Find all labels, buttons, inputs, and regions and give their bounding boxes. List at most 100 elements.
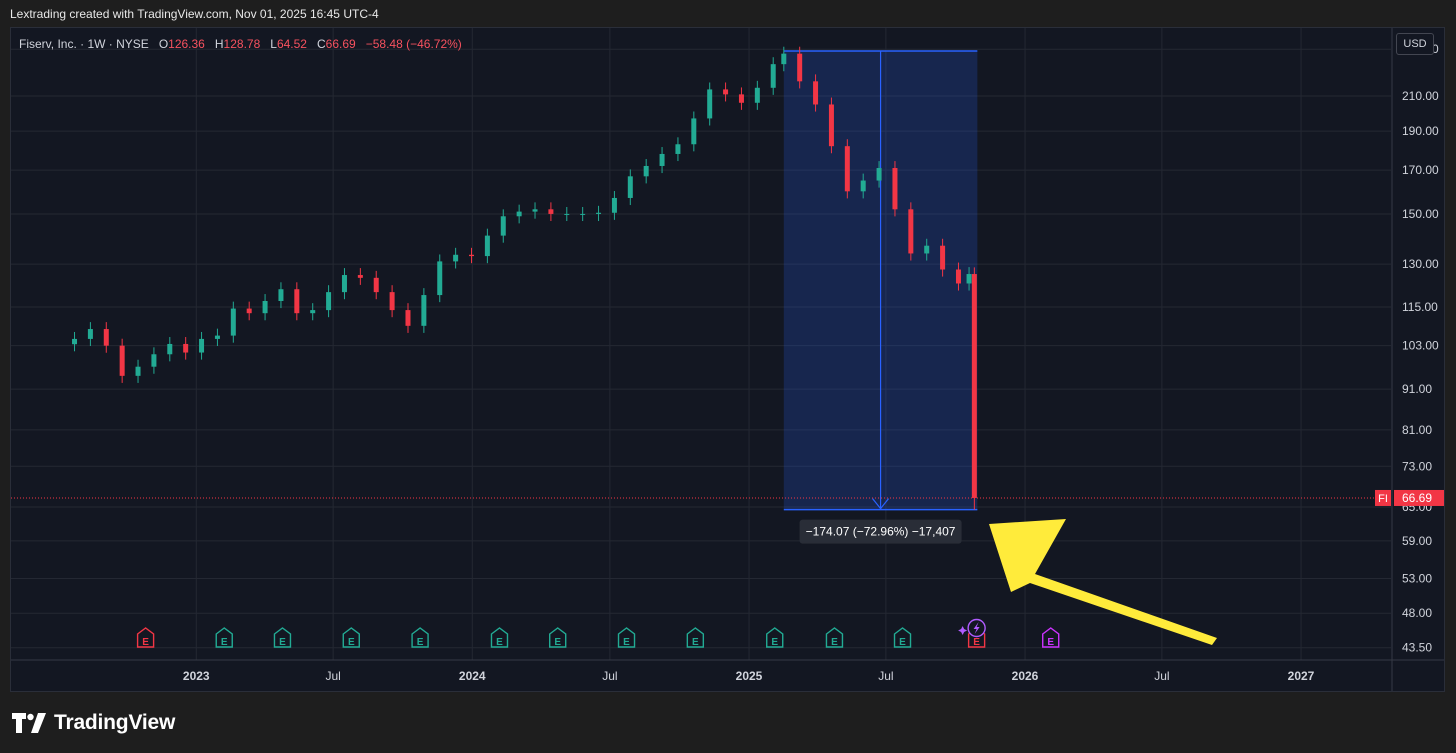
legend-open-label: O xyxy=(158,37,169,51)
candle-body xyxy=(199,338,205,353)
candle-body xyxy=(469,254,475,257)
candle-body xyxy=(876,168,882,181)
candle-body xyxy=(437,261,443,296)
earnings-marker-shape xyxy=(1042,627,1060,648)
earnings-marker-glyph: E xyxy=(771,637,778,648)
candle xyxy=(611,191,617,220)
candle xyxy=(310,303,316,321)
earnings-marker-glyph: E xyxy=(496,637,503,648)
candle xyxy=(230,301,236,343)
candle xyxy=(876,161,882,188)
candle-body xyxy=(675,144,681,154)
candle xyxy=(564,206,570,222)
earnings-marker-icon: E xyxy=(1042,627,1060,648)
price-tick-label: 91.00 xyxy=(1402,382,1432,396)
candle-body xyxy=(341,275,347,293)
last-price-tag: FI 66.69 xyxy=(1375,489,1444,506)
chart-frame[interactable]: 240.00210.00190.00170.00150.00130.00115.… xyxy=(10,27,1445,692)
candle-body xyxy=(781,53,787,65)
earnings-marker-shape xyxy=(136,627,155,648)
earnings-marker-glyph: E xyxy=(348,637,355,648)
time-tick-label: 2027 xyxy=(1288,669,1315,683)
candle xyxy=(357,268,363,285)
candle xyxy=(119,338,125,383)
candle xyxy=(940,238,946,277)
candle-body xyxy=(924,245,930,254)
candle xyxy=(135,359,141,383)
earnings-marker-shape xyxy=(825,627,844,648)
candle xyxy=(532,202,538,219)
earnings-marker-glyph: E xyxy=(831,637,838,648)
legend-low-label: L xyxy=(270,37,277,51)
currency-button[interactable]: USD xyxy=(1396,33,1434,55)
earnings-marker-glyph: E xyxy=(623,637,630,648)
candle-body xyxy=(966,274,972,284)
candle-body xyxy=(770,64,776,88)
candle-body xyxy=(955,269,961,284)
candle xyxy=(596,205,602,222)
price-tick-label: 59.00 xyxy=(1402,534,1432,548)
price-chart[interactable]: 240.00210.00190.00170.00150.00130.00115.… xyxy=(11,28,1445,692)
tradingview-wordmark: TradingView xyxy=(54,711,176,734)
earnings-marker-shape xyxy=(215,627,233,648)
candle-body xyxy=(564,213,570,215)
earnings-marker-icon: E xyxy=(136,627,155,648)
candle-body xyxy=(230,308,236,336)
candle xyxy=(955,262,961,291)
sparkle-glyph xyxy=(958,626,968,635)
candle-body xyxy=(813,81,819,105)
measure-arrow-head xyxy=(872,498,890,510)
candle xyxy=(971,267,977,510)
candle xyxy=(828,97,834,154)
candle-body xyxy=(135,366,141,376)
lightning-bolt xyxy=(973,622,980,634)
candle-body xyxy=(167,343,173,355)
legend-low: 64.52 xyxy=(276,37,307,51)
earnings-marker-glyph: E xyxy=(221,637,228,648)
candle-body xyxy=(453,254,459,262)
candle-body xyxy=(326,292,332,311)
legend-change: −58.48 (−46.72%) xyxy=(365,37,462,51)
candle-body xyxy=(908,209,914,254)
earnings-marker-shape xyxy=(617,627,636,648)
candle-body xyxy=(87,329,93,339)
candle xyxy=(580,206,586,222)
candle-body xyxy=(421,295,427,326)
price-tick-label: 210.00 xyxy=(1402,89,1439,103)
candle-body xyxy=(103,329,109,346)
earnings-marker-icon: E xyxy=(686,627,705,648)
time-tick-label: 2024 xyxy=(459,669,486,683)
candle-body xyxy=(278,289,284,302)
candle-body xyxy=(119,345,125,376)
earnings-marker-icon: E xyxy=(825,627,844,648)
price-tick-label: 190.00 xyxy=(1402,124,1439,138)
tradingview-logo-icon xyxy=(12,713,46,733)
candle xyxy=(924,238,930,261)
candle xyxy=(469,247,475,264)
candle xyxy=(860,173,866,199)
time-tick-label: 2026 xyxy=(1012,669,1039,683)
candle-body xyxy=(828,104,834,147)
earnings-marker-glyph: E xyxy=(554,637,561,648)
candle xyxy=(183,337,189,360)
candle xyxy=(72,331,78,352)
candle xyxy=(294,282,300,321)
candle-body xyxy=(860,180,866,192)
candle-body xyxy=(151,354,157,367)
price-tick-label: 115.00 xyxy=(1402,300,1438,314)
earnings-marker-icon: E xyxy=(617,627,636,648)
measure-label: −174.07 (−72.96%) −17,407 xyxy=(806,525,956,539)
candle xyxy=(103,322,109,353)
time-tick-label: Jul xyxy=(878,669,893,683)
candle xyxy=(770,57,776,95)
candle xyxy=(437,254,443,303)
candle-body xyxy=(183,343,189,353)
earnings-marker-icon: E xyxy=(490,627,509,648)
candle xyxy=(691,111,697,152)
legend-close: 66.69 xyxy=(325,37,356,51)
earnings-marker-shape xyxy=(342,627,360,648)
legend-close-label: C xyxy=(317,37,326,51)
candle xyxy=(87,322,93,347)
earnings-marker-shape xyxy=(411,627,429,648)
